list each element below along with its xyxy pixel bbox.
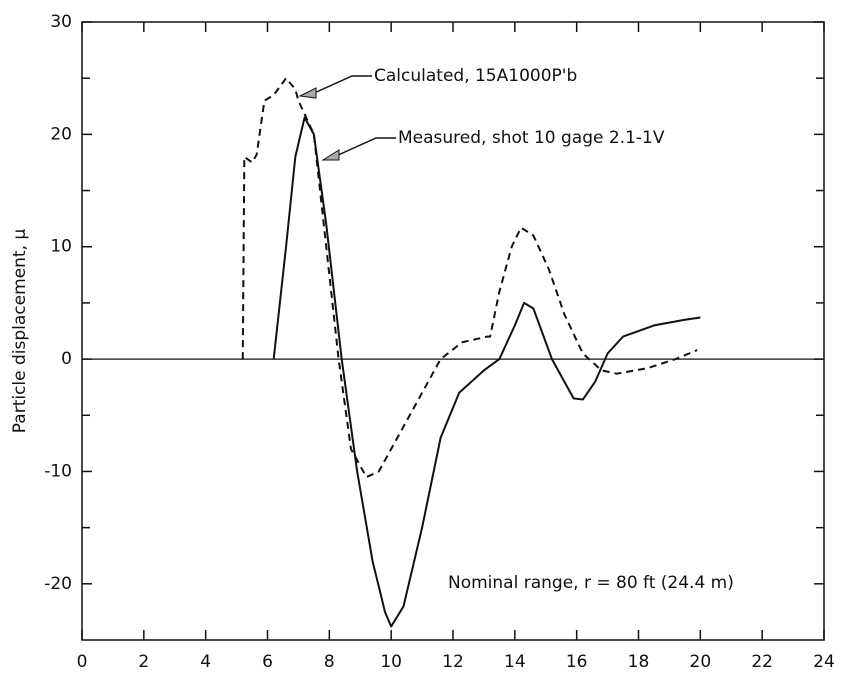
data-line <box>272 116 701 628</box>
annotation: Calculated, 15A1000P'b <box>374 66 577 86</box>
annotation-arrow <box>335 137 396 157</box>
x-tick-label: 18 <box>628 652 650 672</box>
x-tick-label: 10 <box>380 652 402 672</box>
arrow-head <box>321 149 340 161</box>
y-tick-label: -20 <box>44 574 72 594</box>
arrow-head <box>298 87 317 99</box>
x-tick-label: 8 <box>324 652 335 672</box>
x-tick-label: 6 <box>262 652 273 672</box>
x-tick-label: 14 <box>504 652 526 672</box>
y-tick-label: 0 <box>61 349 72 369</box>
x-tick-label: 24 <box>813 652 835 672</box>
x-tick-label: 12 <box>442 652 464 672</box>
x-tick-label: 16 <box>566 652 588 672</box>
y-tick-label: 10 <box>50 237 72 257</box>
data-line <box>241 77 698 479</box>
x-tick-label: 22 <box>751 652 773 672</box>
y-tick-label: -10 <box>44 461 72 481</box>
annotation-arrow <box>311 75 372 95</box>
annotation: Measured, shot 10 gage 2.1-1V <box>398 128 665 148</box>
x-tick-label: 2 <box>138 652 149 672</box>
annotation: Nominal range, r = 80 ft (24.4 m) <box>448 573 734 593</box>
y-axis-label: Particle displacement, μ <box>10 229 30 434</box>
plot-frame <box>81 21 825 641</box>
x-tick-label: 4 <box>200 652 211 672</box>
x-tick-label: 0 <box>77 652 88 672</box>
y-tick-label: 30 <box>50 12 72 32</box>
x-tick-label: 20 <box>690 652 712 672</box>
y-tick-label: 20 <box>50 124 72 144</box>
